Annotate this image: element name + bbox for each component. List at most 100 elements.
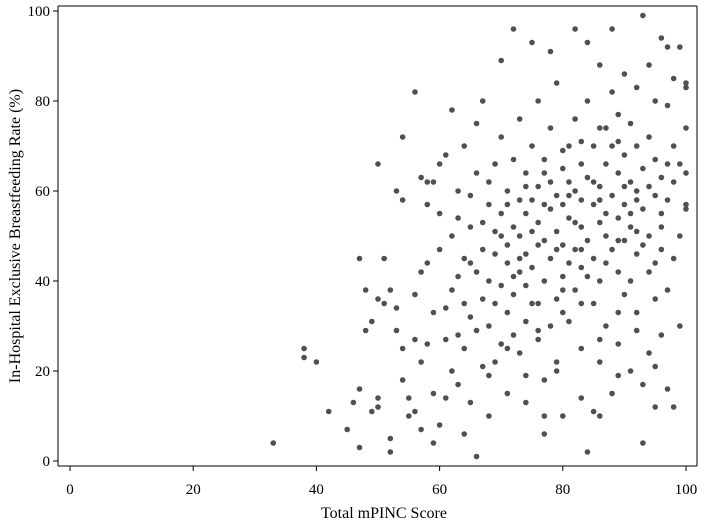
data-point [627,120,634,127]
data-point [627,368,634,374]
data-point [547,125,554,131]
data-point [510,26,517,32]
data-point [609,143,615,149]
data-point [529,264,535,271]
data-point [442,336,449,343]
data-point [449,287,455,293]
data-point [621,237,628,244]
x-axis-title: Total mPINC Score [321,505,447,522]
data-point [627,179,634,185]
data-point [560,413,566,419]
data-point [498,134,505,140]
data-point [504,242,511,248]
data-point [498,282,505,289]
x-ticks: 0 20 40 60 80 100 [66,466,697,498]
data-point [560,273,566,280]
data-point [375,404,381,410]
data-point [529,197,535,203]
data-point [646,233,652,239]
data-point [473,170,480,176]
data-point [627,278,634,284]
data-point [479,98,486,104]
y-tick-label: 100 [28,4,51,20]
data-point [498,233,505,239]
data-point [615,237,622,244]
data-point [603,161,609,167]
data-point [430,440,437,446]
data-point [356,444,363,451]
data-point [399,345,406,352]
data-point [627,210,634,217]
data-point [523,170,529,176]
data-point [633,228,640,235]
data-point [455,273,461,280]
data-point [652,404,658,410]
data-point [584,449,591,455]
data-point [504,309,511,316]
data-point [683,201,689,208]
data-point [609,192,615,199]
data-point [670,255,677,262]
data-point [412,336,418,343]
data-point [369,408,375,415]
data-point [584,98,591,104]
data-point [455,381,461,388]
data-point [486,323,492,329]
data-point [541,237,548,244]
data-point [560,242,566,248]
data-point [523,251,529,257]
data-point [418,269,424,275]
data-point [572,219,578,226]
data-point [541,278,548,284]
data-points [270,12,689,460]
data-point [510,156,517,163]
data-point [344,426,351,433]
data-point [615,341,622,347]
data-point [455,332,461,338]
data-point [677,323,683,329]
data-point [553,228,560,235]
data-point [535,98,541,104]
y-tick-label: 40 [35,274,50,290]
data-point [541,156,548,163]
data-point [670,143,677,149]
data-point [418,426,424,433]
data-point [683,206,689,212]
data-point [633,251,640,257]
data-point [529,228,535,235]
y-tick-label: 20 [35,364,50,380]
data-point [633,309,640,316]
data-point [603,210,609,217]
data-point [523,399,529,406]
data-point [498,210,505,217]
data-point [596,219,603,226]
x-tick-label: 60 [432,482,447,498]
data-point [652,192,658,199]
data-point [621,71,628,77]
data-point [492,228,498,235]
data-point [683,80,689,86]
data-point [553,246,560,253]
data-point [535,183,541,190]
plot-frame [57,5,698,467]
data-point [670,404,677,410]
data-point [596,359,603,365]
data-point [664,102,671,109]
data-point [603,233,609,239]
data-point [504,345,511,352]
data-point [393,305,400,311]
data-point [399,377,406,383]
data-point [566,260,572,266]
data-point [449,368,455,374]
data-point [406,395,412,401]
data-point [467,399,474,406]
data-point [455,215,461,221]
data-point [590,300,597,307]
data-point [683,84,689,91]
data-point [609,390,615,397]
data-point [560,309,566,316]
data-point [486,179,492,185]
data-point [646,183,652,190]
data-point [529,39,535,46]
data-point [596,413,603,419]
